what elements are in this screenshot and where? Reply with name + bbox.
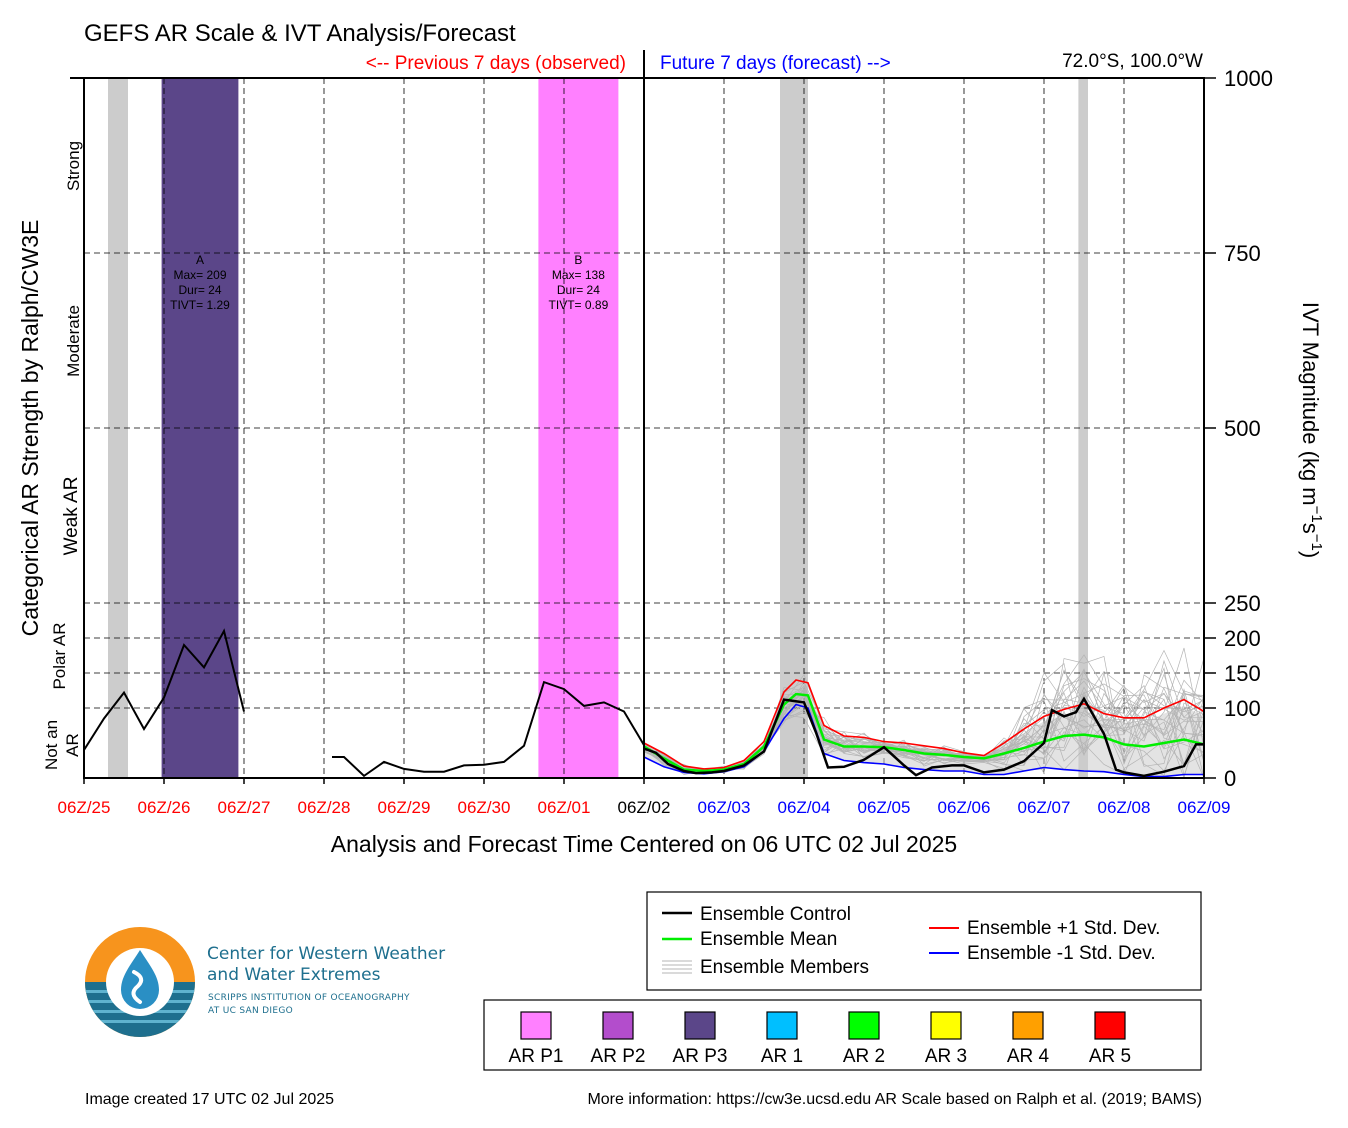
ar-event-B-label: Dur= 24: [557, 283, 600, 297]
legend-control: Ensemble Control: [700, 904, 851, 925]
scale-label: AR 1: [761, 1046, 803, 1067]
location-label: 72.0°S, 100.0°W: [1062, 51, 1203, 72]
x-tick-label: 06Z/06: [938, 798, 991, 817]
legend-swatch-members: [662, 960, 692, 974]
y-tick-label: 100: [1224, 696, 1261, 721]
x-tick-label: 06Z/26: [138, 798, 191, 817]
ar-scale-legend: AR P1 AR P2 AR P3 AR 1 AR 2 AR 3 AR 4 AR 5: [483, 999, 1202, 1071]
logo-line2: and Water Extremes: [207, 965, 381, 985]
category-not-an: Not an: [42, 720, 61, 770]
x-tick-label: 06Z/05: [858, 798, 911, 817]
series-lines: [83, 628, 1205, 778]
x-tick-label: 06Z/02: [618, 798, 671, 817]
y-tick-label: 1000: [1224, 66, 1273, 91]
scale-swatch-ar-3: [930, 1011, 962, 1040]
legend-minus-std: Ensemble -1 Std. Dev.: [967, 943, 1156, 964]
scale-swatch-ar-4: [1012, 1011, 1044, 1040]
x-tick-label: 06Z/29: [378, 798, 431, 817]
ar-event-A-label: Dur= 24: [178, 283, 221, 297]
series-line-mean: [643, 692, 1205, 773]
logo-line3: SCRIPPS INSTITUTION OF OCEANOGRAPHY: [208, 993, 410, 1003]
category-ar: AR: [63, 733, 82, 757]
ar-event-B-label: TIVT= 0.89: [549, 298, 609, 312]
right-axis-label: IVT Magnitude (kg m−1s−1): [1298, 302, 1325, 558]
x-axis-label: Analysis and Forecast Time Centered on 0…: [331, 831, 957, 857]
legend-members: Ensemble Members: [700, 957, 869, 978]
y-tick-label: 750: [1224, 241, 1261, 266]
x-tick-label: 06Z/04: [778, 798, 831, 817]
x-tick-label: 06Z/03: [698, 798, 751, 817]
x-tick-label: 06Z/01: [538, 798, 591, 817]
category-polar: Polar AR: [50, 622, 69, 689]
series-line-control: [643, 696, 1204, 778]
ar-event-A-label: TIVT= 1.29: [170, 298, 230, 312]
scale-swatch-ar-1: [766, 1011, 798, 1040]
category-strong: Strong: [64, 141, 83, 191]
y-tick-label: 500: [1224, 416, 1261, 441]
cw3e-logo: [85, 927, 195, 1037]
scale-label: AR 4: [1007, 1046, 1050, 1067]
ensemble-spread: [644, 687, 1204, 777]
x-tick-label: 06Z/07: [1018, 798, 1071, 817]
future-days-label: Future 7 days (forecast) -->: [660, 53, 891, 74]
scale-label: AR P3: [673, 1046, 728, 1067]
series-line-plus_std: [643, 679, 1205, 770]
logo-line1: Center for Western Weather: [207, 944, 446, 964]
scale-label: AR 5: [1089, 1046, 1131, 1067]
ar-event-B-label: Max= 138: [552, 268, 605, 282]
ar-event-B-label: B: [574, 253, 582, 267]
category-weak: Weak AR: [61, 477, 82, 556]
scale-swatch-ar-p1: [520, 1011, 552, 1040]
scale-label: AR 3: [925, 1046, 967, 1067]
scale-label: AR 2: [843, 1046, 885, 1067]
tick-labels: 06Z/25 06Z/26 06Z/27 06Z/28 06Z/29 06Z/30 06Z/…: [58, 66, 1273, 817]
observed-line-0: [83, 628, 245, 751]
scale-label: AR P2: [591, 1046, 646, 1067]
y-tick-label: 250: [1224, 591, 1261, 616]
left-axis-label: Categorical AR Strength by Ralph/CW3E: [17, 220, 43, 637]
x-tick-label: 06Z/30: [458, 798, 511, 817]
footer-created: Image created 17 UTC 02 Jul 2025: [85, 1091, 334, 1108]
x-tick-label: 06Z/25: [58, 798, 111, 817]
scale-swatch-ar-p2: [602, 1011, 634, 1040]
ensemble-members: [643, 647, 1205, 780]
x-tick-label: 06Z/27: [218, 798, 271, 817]
observed-line-1: [332, 680, 645, 778]
legend-plus-std: Ensemble +1 Std. Dev.: [967, 918, 1160, 939]
y-tick-label: 150: [1224, 661, 1261, 686]
landfall-band-2: [1078, 78, 1088, 778]
y-tick-label: 200: [1224, 626, 1261, 651]
scale-label: AR P1: [509, 1046, 564, 1067]
chart-title: GEFS AR Scale & IVT Analysis/Forecast: [84, 20, 516, 47]
logo-line4: AT UC SAN DIEGO: [208, 1006, 294, 1016]
line-legend: Ensemble Control Ensemble Mean Ensemble …: [646, 891, 1202, 991]
scale-swatch-ar-p3: [684, 1011, 716, 1040]
previous-days-label: <-- Previous 7 days (observed): [366, 53, 626, 74]
x-tick-label: 06Z/09: [1178, 798, 1231, 817]
ar-event-A-label: Max= 209: [173, 268, 226, 282]
category-moderate: Moderate: [64, 305, 83, 377]
y-tick-label: 0: [1224, 766, 1236, 791]
legend-mean: Ensemble Mean: [700, 929, 837, 950]
x-tick-label: 06Z/28: [298, 798, 351, 817]
scale-swatch-ar-2: [848, 1011, 880, 1040]
scale-swatch-ar-5: [1094, 1011, 1126, 1040]
x-tick-label: 06Z/08: [1098, 798, 1151, 817]
footer-info: More information: https://cw3e.ucsd.edu …: [587, 1091, 1202, 1108]
ar-event-A-label: A: [196, 253, 204, 267]
